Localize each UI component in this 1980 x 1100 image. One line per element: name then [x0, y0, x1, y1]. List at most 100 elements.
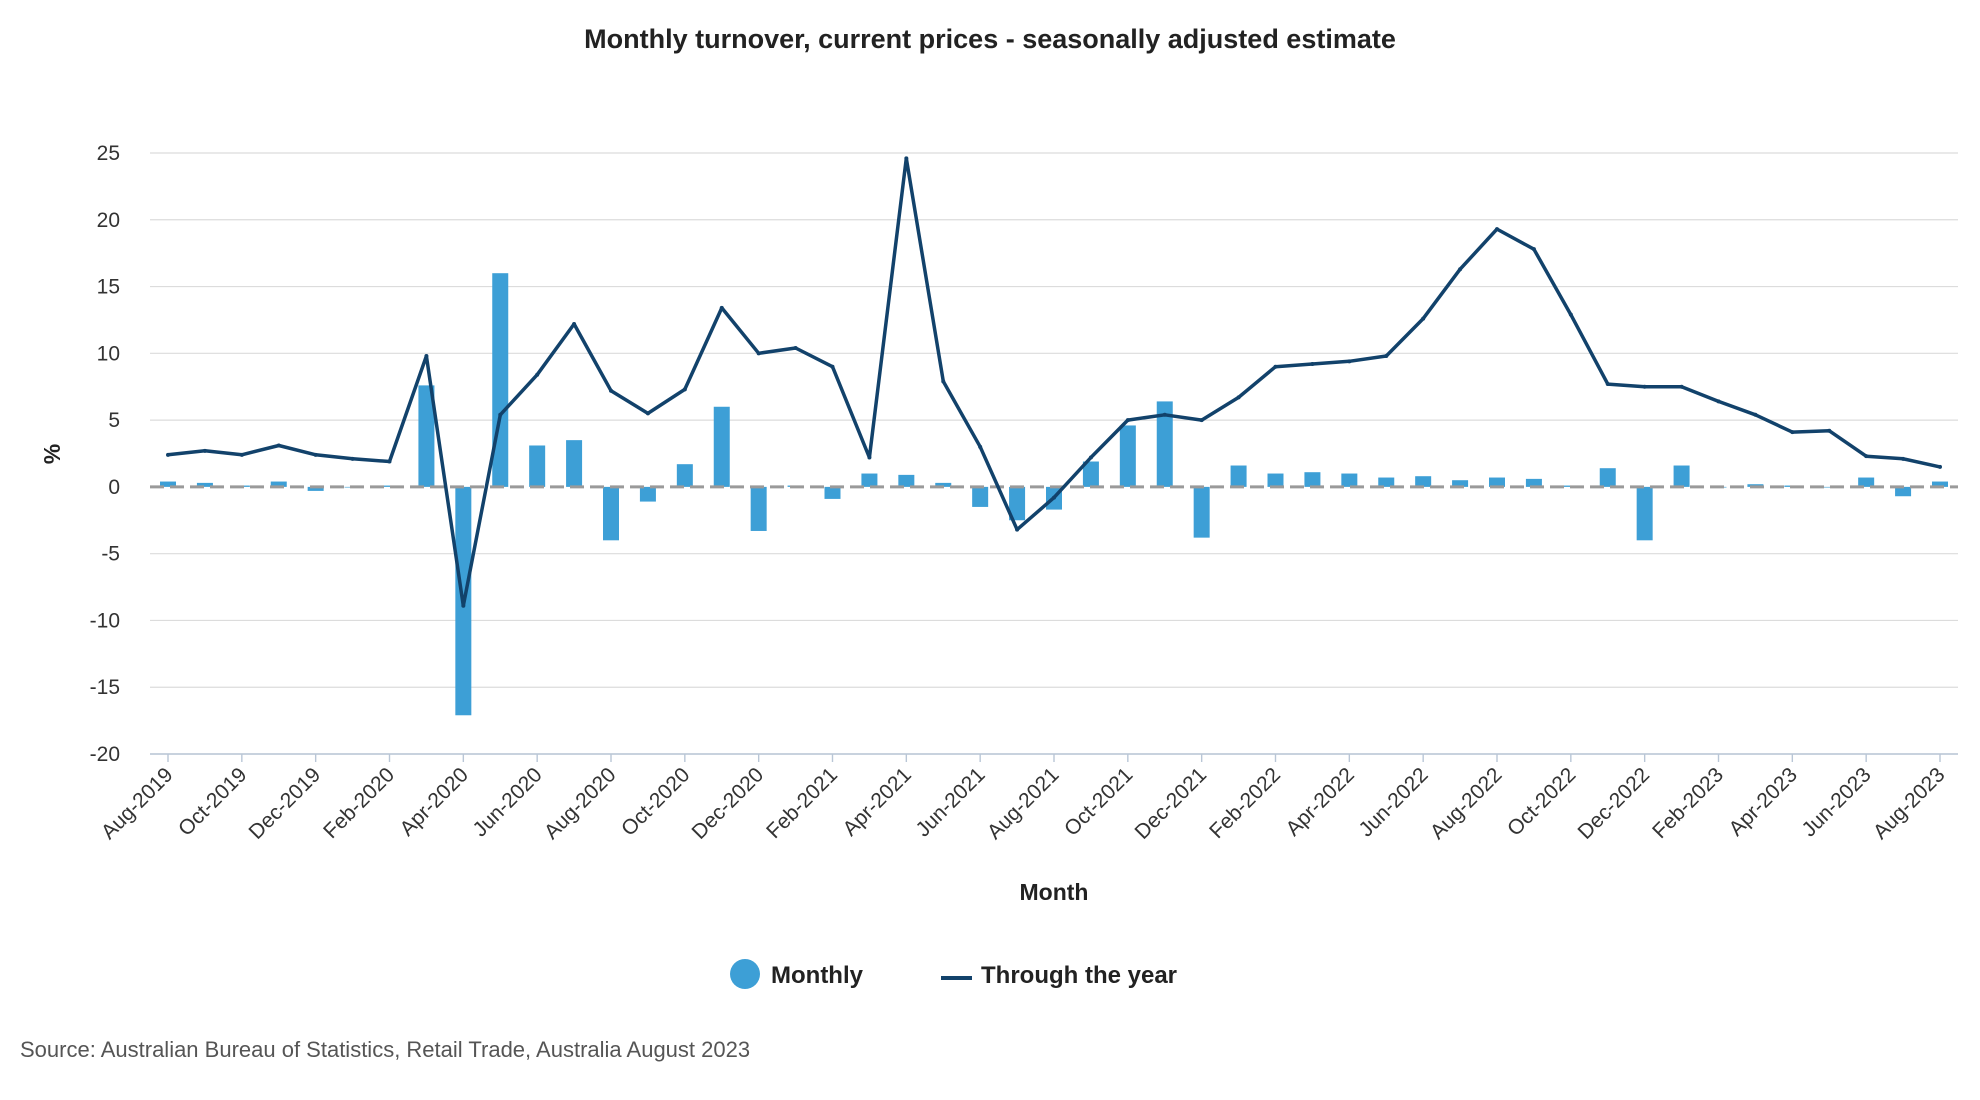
monthly-bar[interactable] [1932, 481, 1948, 487]
monthly-bar[interactable] [270, 481, 287, 487]
through-the-year-point[interactable] [1642, 384, 1647, 389]
monthly-bar[interactable] [1452, 480, 1469, 487]
monthly-bar[interactable] [1267, 473, 1284, 487]
through-the-year-point[interactable] [793, 345, 798, 350]
monthly-bar[interactable] [492, 273, 509, 487]
through-the-year-point[interactable] [1421, 316, 1426, 321]
through-the-year-point[interactable] [645, 411, 650, 416]
monthly-bar[interactable] [713, 406, 730, 487]
through-the-year-point[interactable] [1716, 399, 1721, 404]
source-note: Source: Australian Bureau of Statistics,… [20, 1037, 750, 1062]
monthly-bar[interactable] [1599, 468, 1616, 487]
through-the-year-line[interactable] [167, 156, 1941, 608]
through-the-year-point[interactable] [978, 444, 983, 449]
monthly-bar[interactable] [1636, 486, 1653, 541]
monthly-bar[interactable] [1082, 461, 1099, 487]
through-the-year-point[interactable] [535, 372, 540, 377]
monthly-bar[interactable] [196, 482, 213, 487]
through-the-year-point[interactable] [276, 443, 281, 448]
through-the-year-point[interactable] [1679, 384, 1684, 389]
monthly-bar[interactable] [529, 445, 546, 487]
through-the-year-point[interactable] [1310, 362, 1315, 367]
monthly-bar[interactable] [603, 486, 619, 541]
monthly-bar[interactable] [1193, 486, 1210, 538]
through-the-year-point[interactable] [682, 387, 687, 392]
monthly-bar[interactable] [1230, 465, 1247, 487]
through-the-year-point[interactable] [1531, 247, 1536, 252]
through-the-year-point[interactable] [1273, 364, 1278, 369]
legend-monthly-swatch [730, 959, 760, 989]
through-the-year-point[interactable] [1605, 382, 1610, 387]
monthly-bar[interactable] [160, 481, 176, 487]
through-the-year-point[interactable] [1827, 428, 1832, 433]
monthly-bar[interactable] [750, 486, 767, 531]
monthly-bar[interactable] [1821, 486, 1838, 488]
through-the-year-point[interactable] [1790, 430, 1795, 435]
through-the-year-point[interactable] [1015, 527, 1020, 532]
monthly-bar[interactable] [972, 486, 989, 507]
through-the-year-point[interactable] [1384, 354, 1389, 359]
through-the-year-point[interactable] [202, 448, 207, 453]
monthly-bar[interactable] [1156, 401, 1173, 487]
through-the-year-point[interactable] [609, 388, 613, 393]
monthly-bar[interactable] [307, 486, 324, 491]
through-the-year-point[interactable] [1347, 359, 1352, 364]
through-the-year-point[interactable] [1901, 456, 1906, 461]
monthly-bar[interactable] [824, 486, 841, 499]
monthly-bar[interactable] [1378, 477, 1395, 487]
monthly-bar[interactable] [1895, 486, 1912, 497]
through-the-year-point[interactable] [461, 603, 466, 608]
through-the-year-point[interactable] [719, 305, 724, 310]
through-the-year-point[interactable] [941, 379, 946, 384]
through-the-year-point[interactable] [1125, 418, 1130, 423]
monthly-bar[interactable] [1525, 478, 1542, 487]
monthly-bar[interactable] [1341, 473, 1358, 487]
through-the-year-point[interactable] [313, 452, 318, 457]
through-the-year-point[interactable] [830, 364, 835, 369]
through-the-year-point[interactable] [904, 156, 909, 161]
monthly-bar[interactable] [1673, 465, 1690, 487]
through-the-year-point[interactable] [239, 452, 244, 457]
monthly-bar[interactable] [935, 482, 952, 487]
through-the-year-point[interactable] [1458, 267, 1463, 272]
monthly-bar[interactable] [418, 385, 435, 487]
x-tick-label: Aug-2022 [1426, 763, 1507, 844]
legend-item-through-the-year[interactable]: Through the year [941, 962, 1177, 989]
through-the-year-point[interactable] [1052, 495, 1056, 500]
legend: Monthly Through the year [730, 959, 1177, 989]
through-the-year-point[interactable] [424, 354, 429, 359]
monthly-bar[interactable] [676, 464, 693, 487]
through-the-year-point[interactable] [1088, 455, 1093, 460]
through-the-year-point[interactable] [1568, 312, 1573, 317]
monthly-bar[interactable] [898, 474, 915, 487]
through-the-year-point[interactable] [572, 321, 577, 326]
monthly-bar[interactable] [566, 440, 583, 487]
through-the-year-point[interactable] [1199, 418, 1204, 423]
x-tick-label: Aug-2020 [540, 763, 621, 844]
monthly-bar[interactable] [1415, 476, 1432, 487]
x-tick-label: Jun-2020 [469, 763, 547, 841]
through-the-year-point[interactable] [1162, 412, 1167, 417]
monthly-bar[interactable] [1489, 477, 1505, 487]
through-the-year-point[interactable] [756, 351, 761, 356]
monthly-bar[interactable] [1009, 486, 1026, 521]
through-the-year-point[interactable] [387, 459, 392, 464]
through-the-year-point[interactable] [1753, 412, 1758, 417]
monthly-bar[interactable] [1119, 425, 1136, 487]
through-the-year-point[interactable] [1864, 454, 1869, 459]
through-the-year-point[interactable] [350, 456, 355, 461]
through-the-year-point[interactable] [1495, 227, 1499, 232]
legend-through-the-year-label: Through the year [981, 962, 1177, 989]
through-the-year-point[interactable] [1938, 464, 1942, 469]
monthly-bar[interactable] [1858, 477, 1875, 487]
monthly-bar[interactable] [639, 486, 656, 502]
through-the-year-point[interactable] [166, 452, 170, 457]
through-the-year-point[interactable] [1236, 395, 1241, 400]
monthly-bar[interactable] [381, 485, 398, 487]
through-the-year-point[interactable] [498, 412, 503, 417]
legend-item-monthly[interactable]: Monthly [730, 959, 864, 989]
through-the-year-point[interactable] [867, 455, 872, 460]
monthly-bar[interactable] [861, 473, 878, 487]
monthly-bar[interactable] [1304, 472, 1321, 487]
